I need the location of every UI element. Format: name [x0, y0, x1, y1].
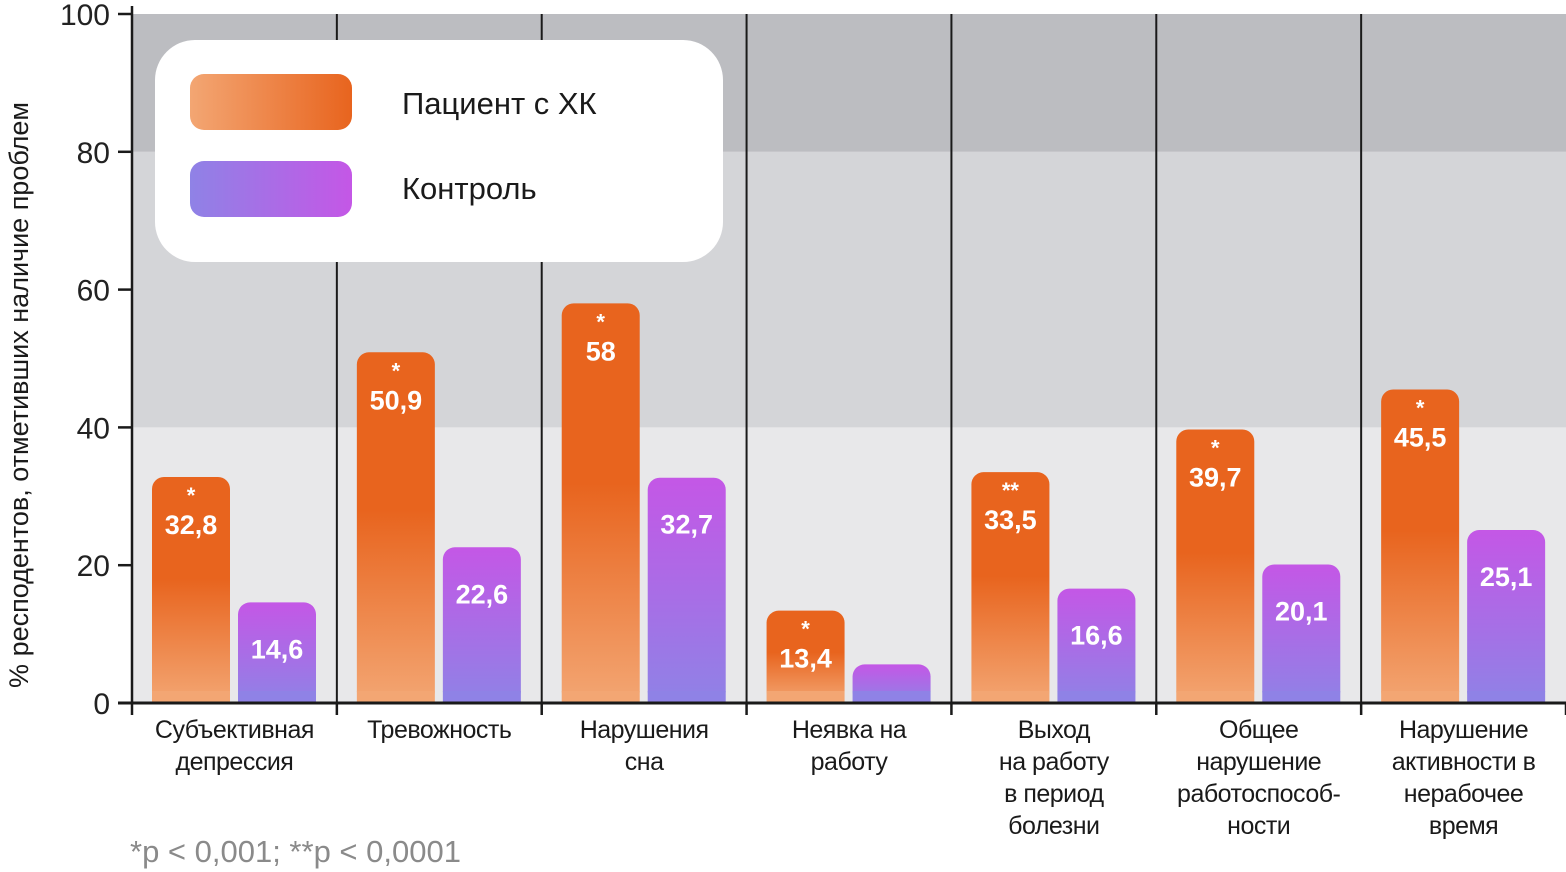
bar-base — [1057, 691, 1136, 703]
data-label: 50,9 — [370, 385, 423, 415]
background-band-0 — [132, 427, 1566, 703]
bar-base — [766, 691, 845, 703]
bar-base — [1176, 691, 1255, 703]
bar-control — [238, 602, 316, 703]
bar-base — [442, 691, 521, 703]
bar-patient — [971, 472, 1050, 703]
data-label: 32,8 — [165, 510, 218, 540]
bar-base — [1381, 691, 1460, 703]
data-label: 13,4 — [779, 644, 832, 674]
legend: Пациент с ХК Контроль — [155, 40, 723, 262]
bar-base — [647, 691, 726, 703]
y-tick-label: 40 — [77, 412, 110, 445]
footnote: *p < 0,001; **p < 0,0001 — [130, 834, 461, 869]
y-tick-label: 60 — [77, 275, 110, 308]
bar-patient — [152, 477, 230, 703]
bar-control — [1467, 530, 1546, 703]
legend-swatch-control — [190, 161, 352, 217]
data-label: 14,6 — [251, 634, 304, 664]
legend-label-control: Контроль — [402, 171, 537, 206]
bar-base — [1467, 691, 1546, 703]
significance-label: * — [801, 617, 810, 642]
bar-control — [1057, 588, 1136, 703]
bar-base — [356, 691, 435, 703]
data-label: 22,6 — [456, 579, 509, 609]
legend-box — [155, 40, 723, 262]
data-label: 33,5 — [984, 505, 1037, 535]
x-category-label: Субъективная депрессия — [155, 716, 314, 776]
y-tick-label: 0 — [93, 688, 110, 721]
x-category-label: Нарушения сна — [580, 716, 709, 776]
bar-base — [1262, 691, 1341, 703]
bar-base — [238, 691, 316, 703]
y-tick-label: 100 — [60, 0, 110, 32]
bars-group: *32,8*50,9*58*13,4**33,5*39,7*45,514,622… — [152, 303, 1546, 726]
bar-patient — [356, 352, 435, 703]
y-axis-title: % реcподентов, отметивших наличие пробле… — [4, 102, 34, 688]
bar-base — [971, 691, 1050, 703]
bar-base — [852, 691, 931, 703]
data-label: 45,5 — [1394, 423, 1447, 453]
y-tick-label: 20 — [77, 550, 110, 583]
data-label: 58 — [586, 336, 616, 366]
bar-base — [152, 691, 230, 703]
data-label: 20,1 — [1275, 597, 1328, 627]
x-category-label: Тревожность — [367, 716, 511, 744]
significance-label: * — [596, 309, 605, 334]
bar-patient — [766, 610, 845, 703]
category-labels: Субъективная депрессия Тревожность Нарушени… — [155, 716, 1536, 840]
bar-base — [561, 691, 640, 703]
significance-label: ** — [1002, 478, 1020, 503]
bar-control — [647, 477, 726, 703]
x-category-label: Общее нарушение работоспособ-ности — [1177, 716, 1340, 840]
bar-control — [442, 547, 521, 703]
bar-control — [1262, 564, 1341, 703]
x-category-label: Выход на работу в период болезни — [999, 716, 1110, 840]
data-label: 5,6 — [873, 696, 911, 726]
bar-patient — [1176, 429, 1255, 703]
significance-label: * — [187, 483, 196, 508]
y-tick-label: 80 — [77, 137, 110, 170]
bar-patient — [1381, 389, 1460, 703]
legend-label-patient: Пациент с ХК — [402, 86, 597, 121]
data-label: 16,6 — [1070, 621, 1123, 651]
x-category-label: Нарушение активности в нерабочее время — [1392, 716, 1536, 840]
x-category-label: Неявка на работу — [792, 716, 907, 776]
axes-group: 0 20 40 60 80 100 — [60, 0, 1566, 721]
data-label: 25,1 — [1480, 562, 1533, 592]
legend-swatch-patient — [190, 74, 352, 130]
significance-label: * — [1416, 396, 1425, 421]
bar-patient — [561, 303, 640, 703]
significance-label: * — [392, 358, 401, 383]
data-label: 39,7 — [1189, 462, 1242, 492]
data-label: 32,7 — [660, 510, 713, 540]
significance-label: * — [1211, 435, 1220, 460]
